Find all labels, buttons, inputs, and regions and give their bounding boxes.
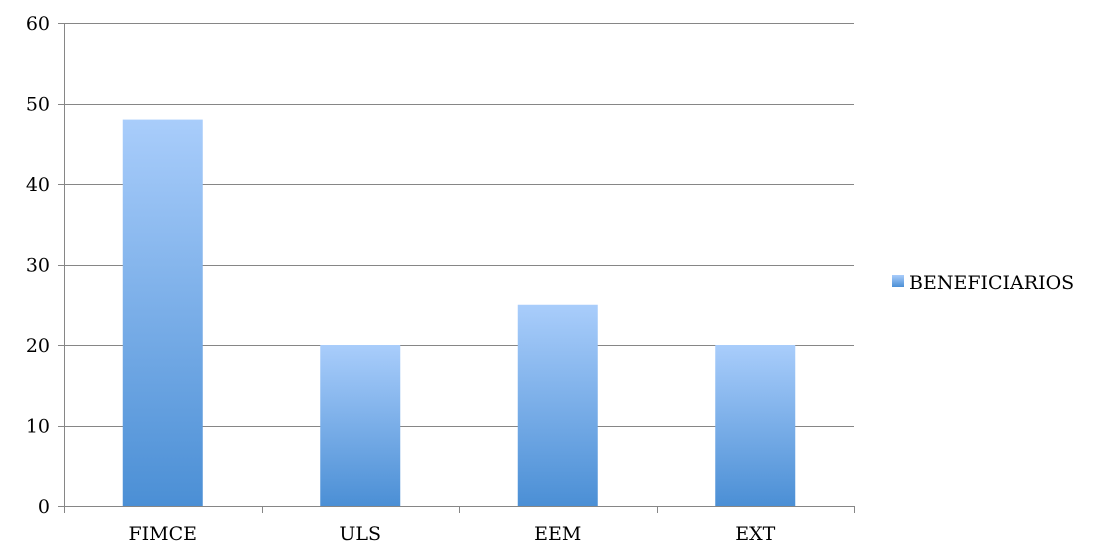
- legend-swatch: [892, 275, 904, 287]
- x-tick-labels: FIMCE ULS EEM EXT: [128, 523, 775, 545]
- y-tick-label: 50: [26, 94, 50, 116]
- y-tick-label: 40: [26, 174, 50, 196]
- x-tick-label-uls: ULS: [339, 523, 381, 545]
- y-tick-labels: 0 10 20 30 40 50 60: [26, 13, 50, 518]
- y-tick-label: 60: [26, 13, 50, 35]
- bar-uls: [320, 345, 401, 506]
- bar-eem: [517, 304, 598, 506]
- y-tick-label: 10: [26, 416, 50, 438]
- bar-fimce: [122, 119, 203, 506]
- y-tick-label: 0: [38, 496, 50, 518]
- legend: BENEFICIARIOS: [892, 272, 1074, 294]
- x-tick-label-fimce: FIMCE: [128, 523, 197, 545]
- y-tick-label: 30: [26, 255, 50, 277]
- bars: [122, 119, 796, 506]
- x-tick-label-ext: EXT: [735, 523, 775, 545]
- legend-label-beneficiarios: BENEFICIARIOS: [909, 272, 1074, 294]
- bar-ext: [715, 345, 796, 506]
- y-tick-label: 20: [26, 335, 50, 357]
- x-tick-label-eem: EEM: [534, 523, 581, 545]
- axes: [64, 23, 855, 513]
